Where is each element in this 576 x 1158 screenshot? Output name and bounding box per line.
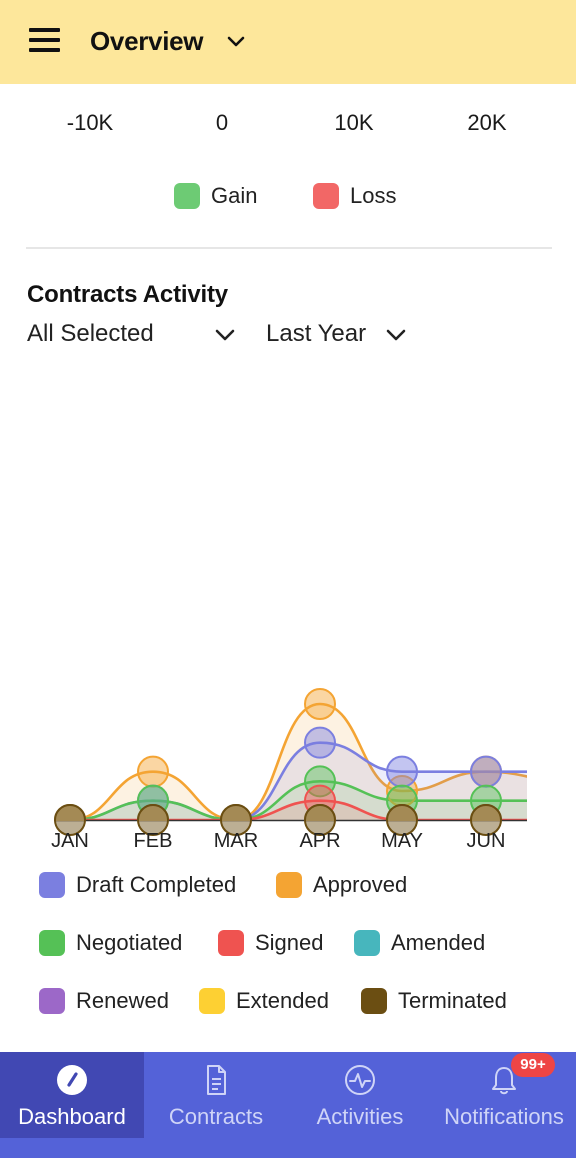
x-tick-label: APR bbox=[299, 830, 340, 852]
data-point[interactable] bbox=[137, 804, 169, 835]
tab-activities[interactable]: Activities bbox=[288, 1052, 432, 1138]
legend-item-renewed[interactable]: Renewed bbox=[39, 988, 169, 1014]
legend-swatch bbox=[199, 988, 225, 1014]
legend-item-amended[interactable]: Amended bbox=[354, 930, 485, 956]
legend-item-signed[interactable]: Signed bbox=[218, 930, 324, 956]
legend-item-approved[interactable]: Approved bbox=[276, 872, 407, 898]
series-area bbox=[70, 800, 527, 820]
legend-swatch bbox=[276, 872, 302, 898]
axis-tick-label: -10K bbox=[66, 110, 114, 135]
contracts-activity-chart: JAN FEB MAR APR MAY JUN bbox=[51, 688, 527, 852]
legend-label: Extended bbox=[236, 988, 329, 1013]
tab-label: Activities bbox=[316, 1104, 404, 1129]
legend-label: Amended bbox=[391, 930, 486, 955]
filter-type-dropdown[interactable]: All Selected bbox=[27, 320, 154, 347]
legend-item-loss[interactable]: Loss bbox=[313, 183, 396, 209]
x-tick-label: FEB bbox=[134, 830, 173, 852]
tab-label: Notifications bbox=[444, 1104, 564, 1129]
legend-item-terminated[interactable]: Terminated bbox=[361, 988, 507, 1014]
tab-label: Contracts bbox=[168, 1104, 264, 1129]
legend-item-draft-completed[interactable]: Draft Completed bbox=[39, 872, 236, 898]
tab-contracts[interactable]: Contracts bbox=[144, 1052, 288, 1138]
x-tick-label: JAN bbox=[51, 830, 89, 852]
data-point[interactable] bbox=[470, 755, 502, 788]
tab-notifications[interactable]: Notifications bbox=[432, 1052, 576, 1138]
bell-icon bbox=[492, 1067, 516, 1095]
gain-loss-legend: Gain Loss bbox=[0, 182, 576, 212]
legend-label: Gain bbox=[211, 183, 258, 208]
legend-item-gain[interactable]: Gain bbox=[174, 183, 257, 209]
notification-badge: 99+ bbox=[511, 1053, 555, 1077]
section-title: Contracts Activity bbox=[27, 281, 228, 308]
axis-tick-label: 10K bbox=[334, 110, 374, 135]
series-line bbox=[69, 780, 527, 821]
data-point[interactable] bbox=[386, 804, 418, 835]
legend-label: Draft Completed bbox=[76, 872, 237, 897]
legend-swatch bbox=[174, 183, 200, 209]
pulse-icon bbox=[345, 1065, 375, 1095]
data-point[interactable] bbox=[304, 804, 336, 835]
tab-dashboard[interactable]: Dashboard bbox=[0, 1052, 144, 1138]
legend-label: Signed bbox=[255, 930, 324, 955]
legend-swatch bbox=[39, 988, 65, 1014]
chevron-down-icon[interactable] bbox=[226, 32, 246, 52]
legend-item-negotiated[interactable]: Negotiated bbox=[39, 930, 182, 956]
axis-tick-label: 20K bbox=[467, 110, 507, 135]
page-title[interactable]: Overview bbox=[90, 26, 204, 56]
menu-icon[interactable] bbox=[29, 28, 60, 52]
legend-swatch bbox=[354, 930, 380, 956]
x-tick-label: MAR bbox=[214, 830, 258, 852]
legend-label: Negotiated bbox=[76, 930, 183, 955]
data-point[interactable] bbox=[220, 804, 252, 835]
legend-swatch bbox=[313, 183, 339, 209]
legend-item-extended[interactable]: Extended bbox=[199, 988, 329, 1014]
top-app-bar: Overview bbox=[0, 0, 576, 84]
chevron-down-icon[interactable] bbox=[385, 324, 407, 346]
legend-label: Renewed bbox=[76, 988, 169, 1013]
axis-tick-label: 0 bbox=[215, 110, 229, 135]
data-point[interactable] bbox=[304, 726, 336, 759]
legend-label: Approved bbox=[313, 872, 408, 897]
section-divider bbox=[26, 247, 552, 249]
legend-swatch bbox=[218, 930, 244, 956]
gauge-icon bbox=[57, 1065, 87, 1095]
legend-label: Terminated bbox=[398, 988, 507, 1013]
data-point[interactable] bbox=[304, 688, 336, 720]
legend-swatch bbox=[39, 930, 65, 956]
data-point[interactable] bbox=[386, 755, 418, 788]
bottom-navigation: Dashboard Contracts Activities Notificat… bbox=[0, 1052, 576, 1158]
data-point[interactable] bbox=[137, 755, 169, 788]
data-point[interactable] bbox=[54, 804, 86, 835]
x-tick-label: MAY bbox=[381, 830, 423, 852]
tab-label: Dashboard bbox=[18, 1104, 126, 1129]
data-point[interactable] bbox=[304, 765, 336, 798]
data-point[interactable] bbox=[470, 804, 502, 835]
legend-swatch bbox=[39, 872, 65, 898]
legend-label: Loss bbox=[350, 183, 397, 208]
gain-loss-axis: -10K 0 10K 20K bbox=[0, 110, 576, 140]
series-points bbox=[54, 688, 502, 836]
legend-swatch bbox=[361, 988, 387, 1014]
x-tick-label: JUN bbox=[467, 830, 506, 852]
filter-period-dropdown[interactable]: Last Year bbox=[266, 320, 367, 347]
document-icon bbox=[207, 1065, 226, 1095]
chevron-down-icon[interactable] bbox=[214, 324, 236, 346]
